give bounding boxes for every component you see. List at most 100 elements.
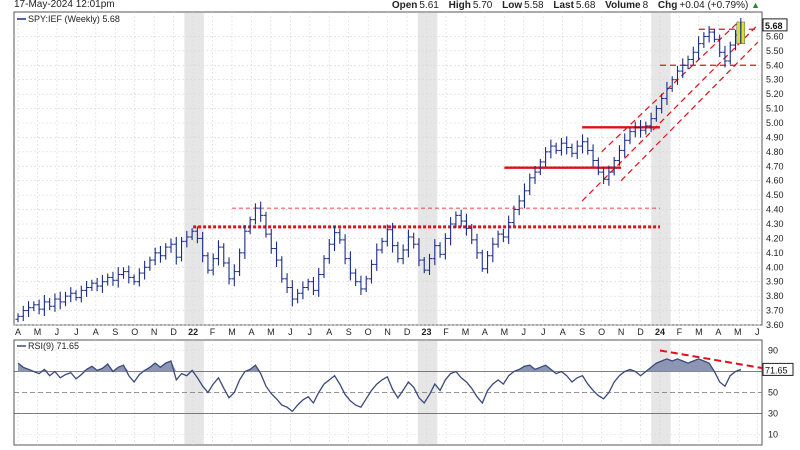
date-tick-label: M — [462, 327, 470, 337]
date-tick-label: S — [346, 327, 352, 337]
ohlc-bar — [411, 232, 417, 249]
price-tick-label: 5.40 — [766, 60, 784, 70]
ohlc-bar — [20, 305, 26, 322]
price-tick-label: 3.90 — [766, 277, 784, 287]
badge-text: 5.68 — [765, 21, 783, 31]
ohlc-bar — [237, 248, 243, 276]
ohlc-bar — [442, 233, 448, 260]
last-value: 5.68 — [575, 0, 596, 11]
ohlc-bar — [463, 213, 469, 236]
badge-text: 71.65 — [765, 365, 788, 375]
ohlc-bar — [395, 241, 401, 263]
volume-value: 8 — [642, 0, 649, 11]
ohlc-bar — [68, 287, 74, 303]
ohlc-bar — [316, 268, 322, 297]
ohlc-bar — [696, 36, 702, 60]
ohlc-bar — [548, 139, 554, 159]
ohlc-bar — [595, 157, 601, 176]
ohlc-bar — [73, 290, 79, 301]
ohlc-bar — [685, 55, 691, 70]
ohlc-bar — [205, 252, 211, 274]
price-tick-label: 4.00 — [766, 262, 784, 272]
ohlc-bar — [94, 277, 100, 292]
ohlc-bar — [405, 229, 411, 258]
ohlc-bar — [268, 228, 274, 254]
price-tick-label: 5.60 — [766, 31, 784, 41]
ohlc-bar — [242, 225, 248, 259]
ohlc-bar — [284, 273, 290, 294]
low-label: Low — [502, 0, 523, 11]
ohlc-bar — [727, 41, 733, 65]
ohlc-bar — [194, 226, 200, 244]
ohlc-bar — [41, 294, 47, 317]
ohlc-bar — [511, 205, 517, 227]
ohlc-bar — [606, 165, 612, 186]
ohlc-bar — [247, 216, 253, 235]
date-tick-label: A — [15, 327, 21, 337]
price-tick-label: 4.30 — [766, 219, 784, 229]
chart-timestamp: 17-May-2024 12:01pm — [14, 0, 115, 10]
price-grid — [14, 12, 762, 326]
ohlc-bar — [622, 133, 628, 158]
ohlc-bar — [416, 238, 422, 267]
ohlc-bar — [432, 239, 438, 266]
ohlc-bar — [332, 225, 338, 252]
ohlc-bar — [342, 234, 348, 265]
date-tick-label: M — [695, 327, 703, 337]
ohlc-bar — [569, 143, 575, 158]
volume-label: Volume — [605, 0, 641, 11]
date-tick-label: A — [326, 327, 332, 337]
ohlc-bar — [653, 105, 659, 122]
ohlc-bar — [163, 243, 169, 260]
ohlc-bar — [189, 228, 195, 241]
ohlc-bar — [616, 145, 622, 166]
date-tick-label: N — [618, 327, 625, 337]
ohlc-bar — [200, 231, 206, 263]
rsi-plot — [17, 349, 783, 413]
ohlc-bar — [157, 245, 163, 263]
price-tick-label: 4.20 — [766, 233, 784, 243]
ohlc-bar — [274, 241, 280, 267]
ohlc-bar — [458, 209, 464, 227]
ohlc-bar — [421, 257, 427, 274]
year-band — [184, 13, 204, 324]
ohlc-bar — [659, 93, 665, 114]
ohlc-bar — [543, 147, 549, 167]
date-tick-label: 23 — [422, 327, 432, 337]
date-tick-label: S — [579, 327, 585, 337]
date-tick-label: O — [598, 327, 605, 337]
ohlc-bar — [400, 244, 406, 265]
ohlc-bar — [427, 253, 433, 275]
price-tick-label: 4.40 — [766, 205, 784, 215]
date-tick-label: A — [715, 327, 721, 337]
price-tick-label: 4.90 — [766, 132, 784, 142]
last-label: Last — [553, 0, 574, 11]
price-panel-background — [13, 11, 763, 326]
date-tick-label: A — [560, 327, 566, 337]
ohlc-bar — [490, 237, 496, 263]
price-axis: 3.60 3.70 3.80 3.90 4.00 4.10 4.20 4.30 4.40 4.50… — [762, 18, 788, 330]
ohlc-bar — [310, 276, 316, 296]
last-rsi-badge: 71.65 — [762, 362, 794, 376]
date-tick-label: N — [384, 327, 391, 337]
date-tick-label: F — [677, 327, 683, 337]
date-tick-label: J — [55, 327, 60, 337]
year-band — [651, 13, 671, 324]
date-tick-label: M — [267, 327, 275, 337]
year-band — [417, 13, 438, 324]
date-axis: A M J J A S O N D 22 F M A M J J A S O N D 23 F M A M J J A S O N D 24 F M A… — [15, 327, 760, 337]
date-tick-label: M — [228, 327, 236, 337]
ohlc-bar — [136, 268, 142, 287]
ohlc-bar — [337, 228, 343, 244]
ohlc-bar — [347, 251, 353, 281]
date-tick-label: S — [112, 327, 118, 337]
ohlc-bar — [321, 255, 327, 278]
ohlc-bar — [664, 81, 670, 105]
high-value: 5.70 — [472, 0, 493, 11]
ohlc-bar — [638, 119, 644, 138]
ohlc-bar — [516, 195, 522, 216]
price-legend: SPY:IEF (Weekly) 5.68 — [28, 14, 120, 24]
ohlc-bar — [669, 76, 675, 92]
ohlc-bar — [215, 240, 221, 266]
